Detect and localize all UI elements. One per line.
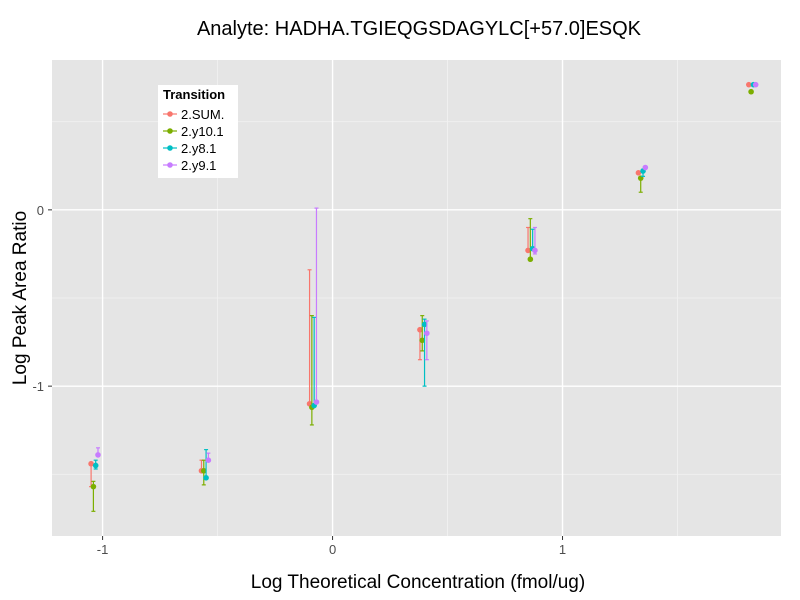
grid-major (52, 60, 781, 536)
data-point (525, 247, 531, 254)
chart-title: Analyte: HADHA.TGIEQGSDAGYLC[+57.0]ESQK (197, 18, 642, 40)
data-point (746, 81, 752, 88)
y-axis-title: Log Peak Area Ratio (10, 211, 31, 385)
legend-key-point (167, 111, 173, 117)
legend-label: 2.y10.1 (181, 124, 224, 139)
legend-label: 2.y9.1 (181, 158, 216, 173)
legend-key-point (167, 145, 173, 151)
data-point (752, 81, 759, 88)
x-tick-label: 1 (559, 542, 566, 557)
data-point (532, 247, 538, 254)
x-axis-title: Log Theoretical Concentration (fmol/ug) (251, 572, 585, 593)
data-point (90, 483, 97, 490)
x-tick-label: -1 (97, 542, 109, 557)
data-point (88, 460, 94, 467)
data-point (205, 457, 212, 463)
ticks-layer: -1 0 1 -1 0 (32, 203, 566, 557)
data-point (92, 462, 99, 469)
legend-label: 2.SUM. (181, 107, 224, 122)
data-point (419, 337, 426, 344)
data-point (200, 467, 207, 474)
data-point (527, 256, 534, 263)
data-point (424, 330, 430, 337)
series-2-y9-1 (95, 81, 759, 463)
series-2-y10-1 (90, 88, 754, 512)
x-tick-label: 0 (329, 542, 336, 557)
data-point (203, 475, 209, 481)
data-point (642, 164, 649, 171)
data-point (95, 452, 101, 458)
data-point (635, 170, 642, 176)
legend: Transition 2.SUM. 2.y10.1 2.y8.1 2.y9.1 (158, 85, 238, 178)
data-point (417, 326, 423, 333)
data-point (313, 399, 320, 405)
data-point (748, 88, 754, 95)
legend-label: 2.y8.1 (181, 141, 216, 156)
legend-key-point (167, 162, 173, 168)
legend-title: Transition (163, 87, 225, 102)
y-tick-label: -1 (32, 379, 44, 394)
series-layer (88, 81, 759, 512)
legend-key-point (167, 128, 173, 134)
data-point (421, 321, 428, 328)
y-tick-label: 0 (37, 203, 44, 218)
